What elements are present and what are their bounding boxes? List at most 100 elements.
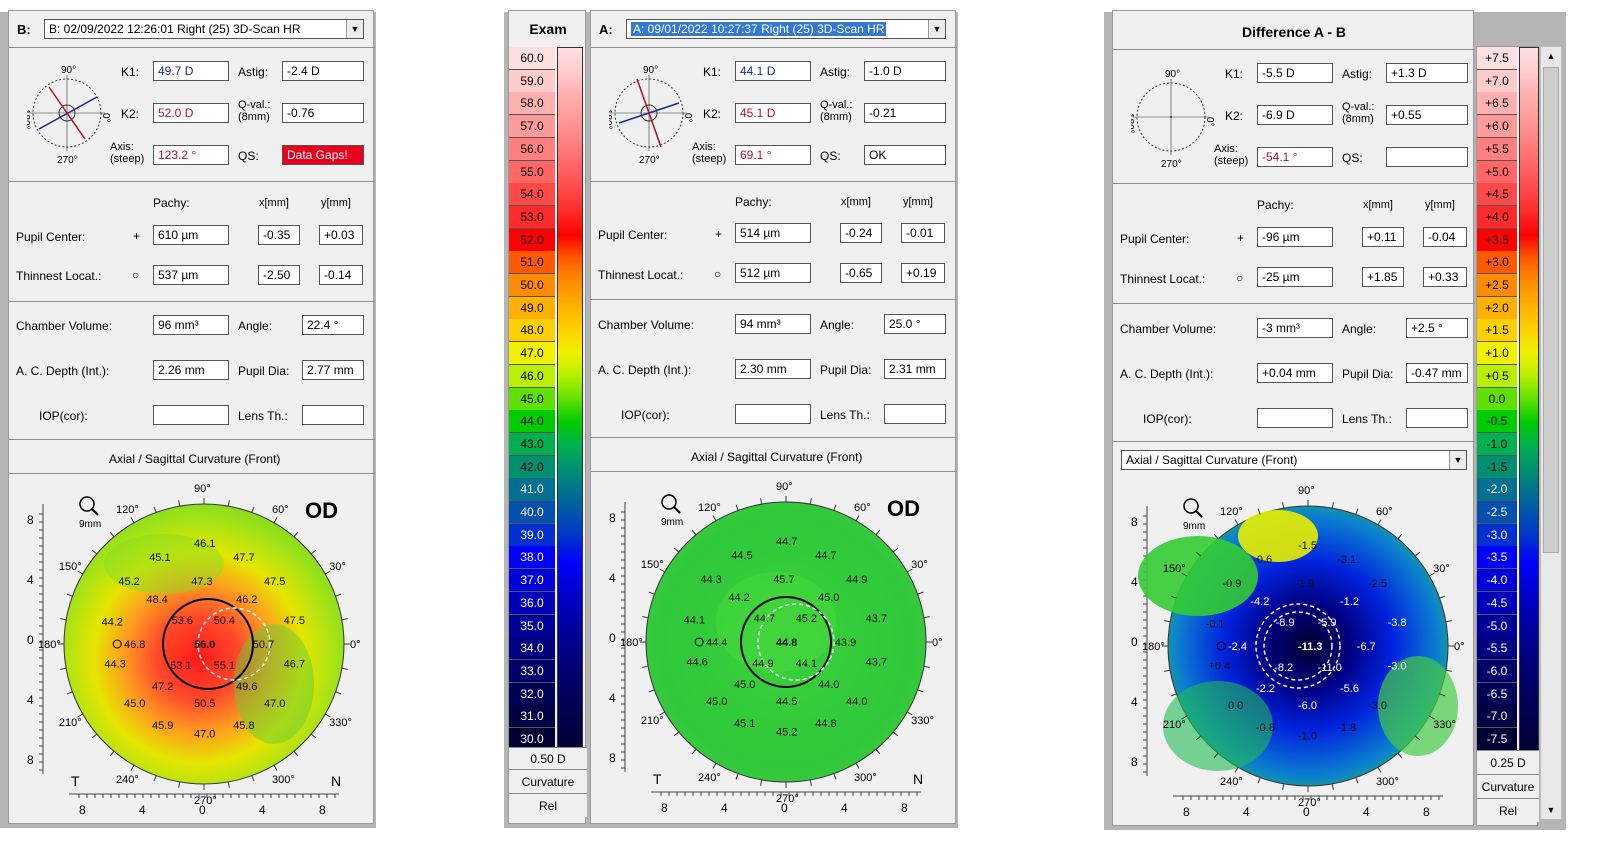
lens-th-field[interactable] [884, 404, 946, 424]
scale-entry: -3.0 [1477, 523, 1517, 547]
x-tick-label: 8 [661, 801, 668, 815]
angle-label: 150° [641, 559, 664, 571]
pupil-center-icon: + [1237, 231, 1245, 245]
lens-th-field[interactable] [1406, 408, 1468, 428]
angle-label: 180° [620, 637, 643, 649]
k1-label: K1: [703, 65, 722, 79]
chevron-down-icon[interactable]: ▼ [928, 20, 945, 38]
map-value: 55.1 [214, 660, 235, 672]
rim-tick [1377, 519, 1382, 526]
x-tick-label: 0 [199, 803, 206, 817]
angle-field: 22.4 ° [302, 315, 364, 335]
exam-select-a[interactable]: A: 09/01/2022 10:27:37 Right (25) 3D-Sca… [626, 19, 946, 39]
rim-tick [77, 570, 84, 575]
scale-type-button[interactable]: Curvature [509, 769, 587, 793]
k1-field: -5.5 D [1257, 63, 1333, 83]
map-value: 45.1 [734, 718, 755, 730]
scale-step-button[interactable]: 0.50 D [509, 747, 587, 769]
diff-scale-mode-button[interactable]: Rel [1477, 798, 1539, 822]
scale-gradient-bar [557, 47, 583, 751]
rim-tick [1428, 572, 1435, 577]
angle-label: Angle: [1342, 322, 1377, 336]
vertical-scrollbar[interactable]: ▲ ▼ [1540, 46, 1562, 820]
rim-tick [1428, 715, 1435, 720]
y-tick-label: 8 [27, 753, 34, 767]
map-value: 45.9 [152, 720, 173, 732]
scale-entry: -5.5 [1477, 637, 1517, 661]
angle-field: 25.0 ° [884, 314, 946, 334]
scale-entry: -7.0 [1477, 705, 1517, 729]
panel-difference: Difference A - B 90° 270° 180° 0° K1: -5… [1112, 10, 1475, 826]
map-value: -0.9 [1222, 578, 1241, 590]
scroll-up-icon[interactable]: ▲ [1546, 51, 1556, 61]
map-value: 44.0 [818, 679, 839, 691]
pupil-center-label: Pupil Center: [16, 230, 86, 244]
map-value: +0.4 [1208, 661, 1230, 673]
k1-field: 49.7 D [153, 61, 229, 81]
exam-select-b[interactable]: B: 02/09/2022 12:26:01 Right (25) 3D-Sca… [44, 19, 364, 39]
difference-map[interactable]: 8 4 0 4 8 8 4 0 4 8 90° 60° 30° 0° 330° 300° 270° 240° 210… [1113, 476, 1475, 824]
rim-tick [809, 779, 812, 786]
angle-label: 60° [272, 504, 289, 516]
svg-text:180°: 180° [27, 109, 31, 130]
axis-label: Axis: (steep) [110, 141, 145, 165]
map-type-select[interactable]: Axial / Sagittal Curvature (Front) ▼ [1121, 450, 1467, 470]
zone-circle [162, 598, 254, 690]
map-title-b: Axial / Sagittal Curvature (Front) [109, 452, 281, 466]
rim-tick [324, 570, 331, 575]
lens-th-field[interactable] [302, 405, 364, 425]
rim-tick [875, 529, 881, 536]
map-value: 46.7 [284, 659, 305, 671]
pupil-pachy-field: 514 µm [735, 223, 811, 243]
zoom-handle [91, 508, 99, 516]
scrollbar-thumb[interactable] [1543, 67, 1559, 553]
rim-tick [227, 781, 230, 788]
color-scale-difference: +7.5 +7.0 +6.5 +6.0 +5.5 +5.0 +4.5 +4.0 +3.5 +3.0… [1476, 46, 1539, 826]
rim-tick [673, 731, 680, 737]
x-tick-label: 4 [721, 801, 728, 815]
diff-scale-step-button[interactable]: 0.25 D [1477, 750, 1539, 774]
angle-label: 60° [854, 502, 871, 514]
rim-tick [153, 506, 157, 513]
svg-text:270°: 270° [1161, 159, 1182, 170]
rim-tick [917, 591, 924, 595]
curvature-map-a[interactable]: 8 4 0 4 8 8 4 0 4 8 90° 60° 30° 0° 330° 300° 270° 240° 210… [591, 472, 957, 822]
iop-field[interactable] [1257, 408, 1333, 428]
temporal-label: T [653, 771, 662, 787]
map-value: 44.3 [700, 574, 721, 586]
map-value: 44.1 [684, 615, 705, 627]
map-value: 46.1 [194, 538, 215, 550]
chevron-down-icon[interactable]: ▼ [346, 20, 363, 38]
thin-x-field: -2.50 [258, 265, 300, 285]
scale-entry: +0.5 [1477, 364, 1517, 388]
angle-label: 240° [116, 774, 139, 786]
map-value: -3.1 [1337, 554, 1356, 566]
chamber-volume-field: 96 mm³ [153, 315, 229, 335]
iop-field[interactable] [153, 405, 229, 425]
diff-scale-type-button[interactable]: Curvature [1477, 774, 1539, 798]
iop-field[interactable] [735, 404, 811, 424]
rim-tick [648, 591, 655, 595]
k1-field: 44.1 D [735, 61, 811, 81]
diff-scale-legend: +7.5 +7.0 +6.5 +6.0 +5.5 +5.0 +4.5 +4.0 +3.5 +3.0… [1477, 47, 1539, 753]
map-region [1138, 536, 1258, 616]
qs-label: QS: [1342, 151, 1363, 165]
panel-exam-a: A: A: 09/01/2022 10:27:37 Right (25) 3D-… [590, 10, 957, 824]
rim-tick [1414, 551, 1421, 557]
scale-title: Exam [529, 21, 567, 37]
pupil-x-field: -0.35 [258, 225, 300, 245]
map-value: -11.3 [1298, 641, 1322, 653]
curvature-map-b[interactable]: 8 4 0 4 8 8 4 0 4 8 90° 60° 30° 0° 330° 300° 270° 240° 210… [9, 474, 375, 824]
panel-b-label: B: [17, 22, 31, 37]
axis-field: 123.2 ° [153, 145, 229, 165]
map-value: 44.9 [846, 574, 867, 586]
map-value: 45.2 [118, 576, 139, 588]
rim-tick [923, 665, 930, 668]
scale-entry: +5.5 [1477, 137, 1517, 161]
scroll-down-icon[interactable]: ▼ [1546, 805, 1556, 815]
scale-entry: -4.5 [1477, 591, 1517, 615]
scale-mode-button[interactable]: Rel [509, 793, 587, 817]
chevron-down-icon[interactable]: ▼ [1449, 451, 1466, 469]
rim-tick [1377, 766, 1382, 773]
map-value: 47.5 [264, 576, 285, 588]
